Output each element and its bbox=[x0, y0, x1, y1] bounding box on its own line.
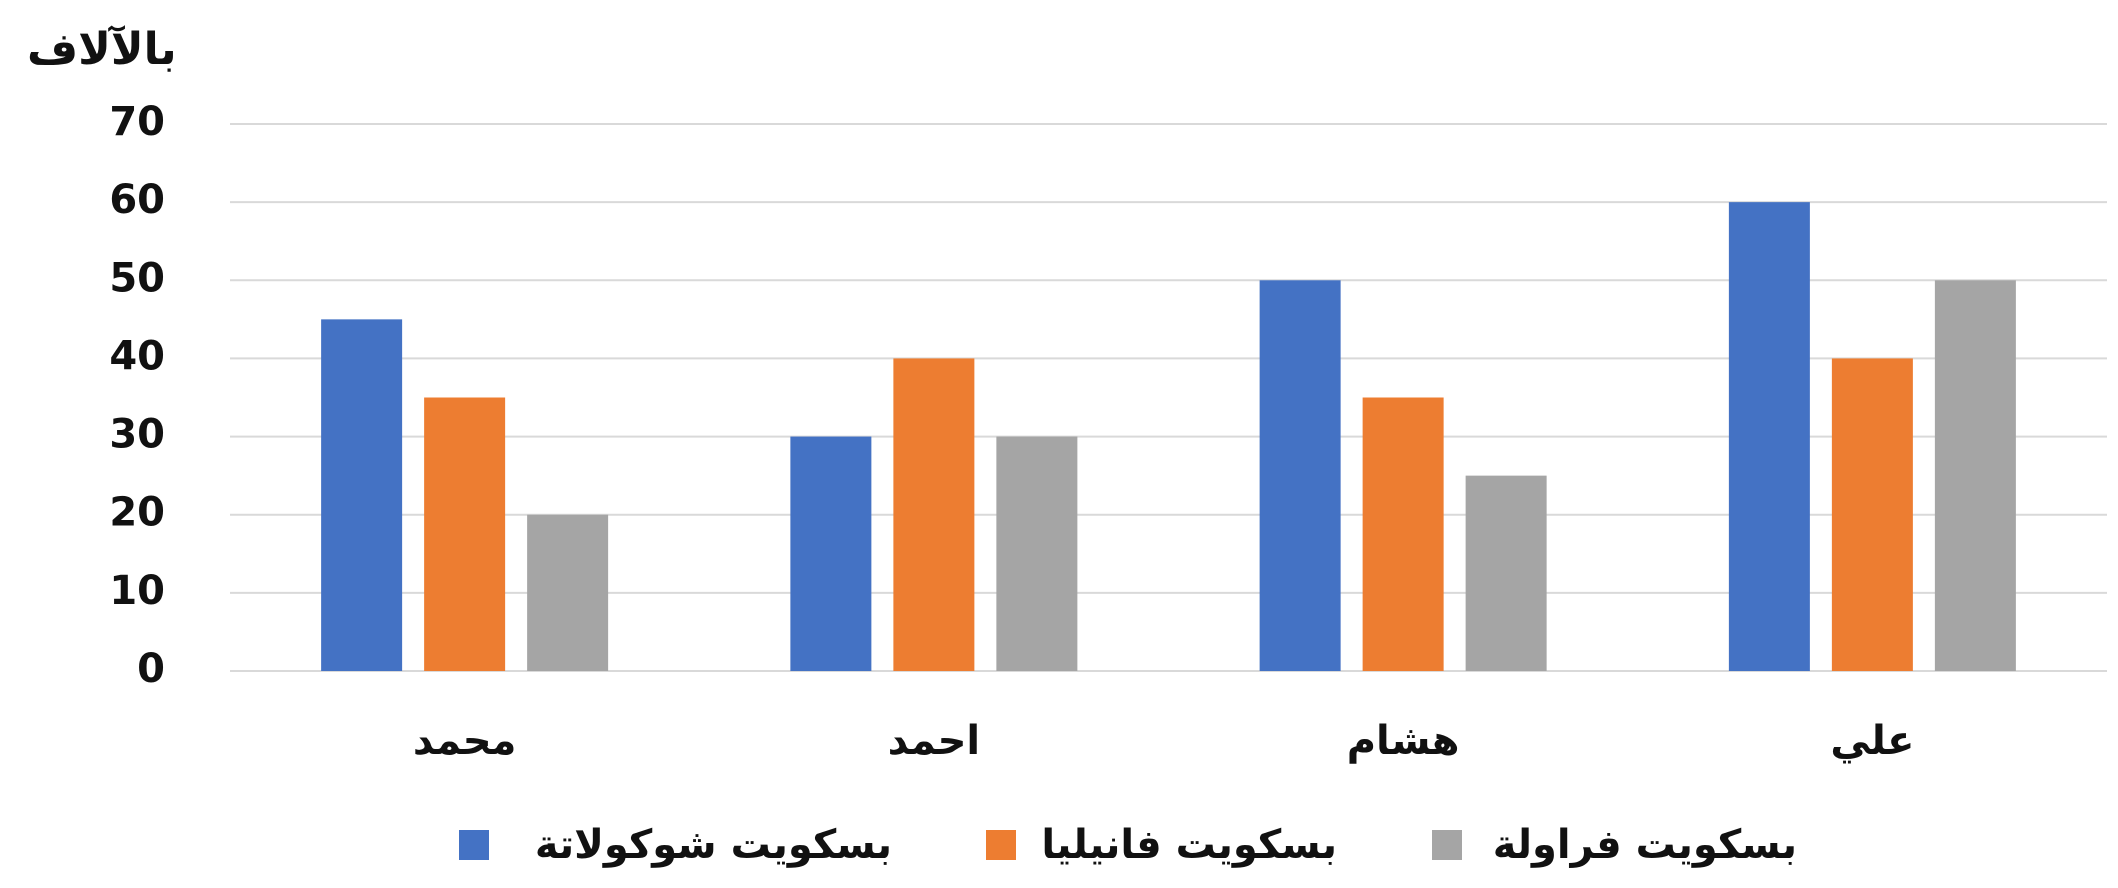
legend-label: بسكويت فراولة bbox=[1493, 822, 1797, 868]
bar bbox=[527, 514, 609, 671]
chart-title: بالآلاف bbox=[27, 24, 177, 75]
bar bbox=[893, 358, 975, 671]
bar bbox=[1831, 358, 1913, 671]
y-tick-label: 30 bbox=[109, 412, 165, 458]
legend-swatch bbox=[459, 830, 489, 860]
legend-swatch bbox=[986, 830, 1016, 860]
bar bbox=[1259, 280, 1341, 671]
bar bbox=[424, 397, 506, 671]
bar bbox=[996, 436, 1078, 671]
x-tick-label: علي bbox=[1830, 718, 1914, 764]
legend-label: بسكويت فانيليا bbox=[1041, 822, 1337, 868]
y-tick-label: 0 bbox=[137, 646, 165, 692]
bar bbox=[790, 436, 872, 671]
bar bbox=[1728, 202, 1810, 671]
bar bbox=[1934, 280, 2016, 671]
x-tick-label: احمد bbox=[888, 718, 980, 764]
bar bbox=[1465, 475, 1547, 671]
bar bbox=[1362, 397, 1444, 671]
legend-swatch bbox=[1432, 830, 1462, 860]
y-tick-label: 70 bbox=[109, 99, 165, 145]
y-tick-label: 10 bbox=[109, 568, 165, 614]
y-tick-label: 40 bbox=[109, 333, 165, 379]
y-tick-label: 60 bbox=[109, 177, 165, 223]
x-tick-label: محمد bbox=[413, 718, 517, 764]
bar bbox=[321, 319, 403, 671]
y-tick-label: 20 bbox=[109, 490, 165, 536]
y-tick-label: 50 bbox=[109, 255, 165, 301]
legend-label: بسكويت شوكولاتة bbox=[535, 822, 892, 868]
x-tick-label: هشام bbox=[1347, 718, 1460, 764]
